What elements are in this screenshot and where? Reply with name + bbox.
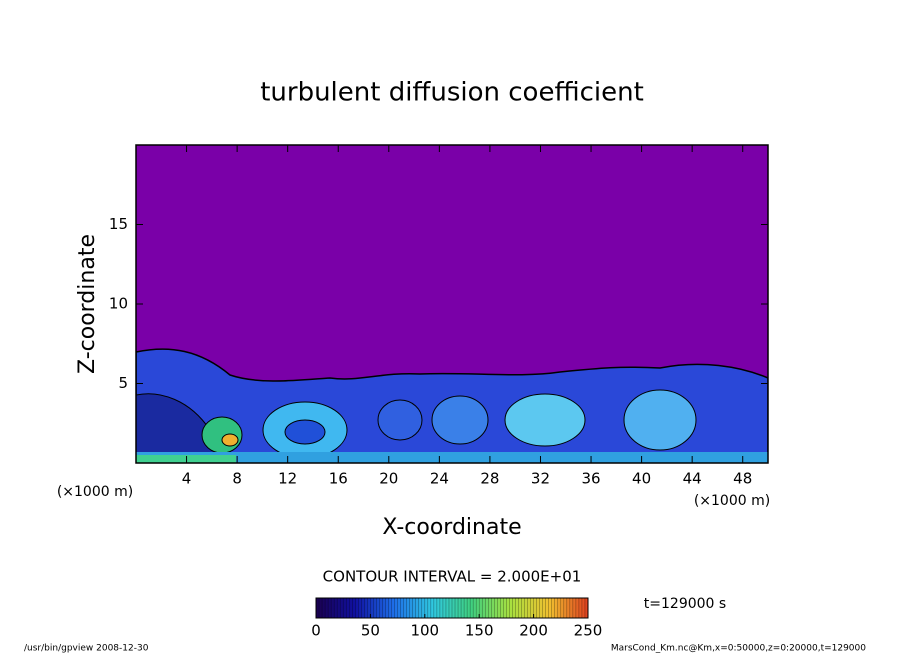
colorbar-tick-label: 50 xyxy=(361,622,380,640)
x-tick-label: 48 xyxy=(733,470,752,488)
eddy-core xyxy=(221,433,239,447)
x-tick-label: 20 xyxy=(379,470,398,488)
x-tick-label: 8 xyxy=(232,470,242,488)
x-tick-label: 32 xyxy=(531,470,550,488)
x-tick-label: 44 xyxy=(683,470,702,488)
surface-layer xyxy=(136,455,236,463)
y-unit: (×1000 m) xyxy=(57,484,133,500)
x-tick-label: 4 xyxy=(182,470,192,488)
x-tick-label: 28 xyxy=(480,470,499,488)
eddy-core xyxy=(284,419,326,445)
time-label: t=129000 s xyxy=(644,596,726,612)
colorbar-tick-label: 200 xyxy=(519,622,548,640)
colorbar-tick-label: 0 xyxy=(311,622,321,640)
footer-right: MarsCond_Km.nc@Km,x=0:50000,z=0:20000,t=… xyxy=(611,644,866,654)
colorbar-tick-label: 150 xyxy=(465,622,494,640)
eddy xyxy=(377,399,423,441)
eddy xyxy=(504,393,586,447)
colorbar-tick-label: 100 xyxy=(410,622,439,640)
y-tick-label: 5 xyxy=(118,374,128,392)
y-axis-label: Z-coordinate xyxy=(75,234,100,374)
x-unit: (×1000 m) xyxy=(694,493,770,509)
x-tick-label: 36 xyxy=(581,470,600,488)
x-tick-label: 16 xyxy=(329,470,348,488)
colorbar-tick-label: 250 xyxy=(574,622,603,640)
footer-left: /usr/bin/gpview 2008-12-30 xyxy=(24,644,149,654)
x-tick-label: 24 xyxy=(430,470,449,488)
turbulent-region xyxy=(136,348,768,463)
y-tick-label: 10 xyxy=(109,295,128,313)
contour-interval: CONTOUR INTERVAL = 2.000E+01 xyxy=(323,568,582,586)
x-axis-label: X-coordinate xyxy=(382,515,521,540)
x-tick-label: 12 xyxy=(278,470,297,488)
eddy xyxy=(201,416,243,454)
eddy xyxy=(431,395,489,445)
chart-title: turbulent diffusion coefficient xyxy=(260,78,644,108)
y-tick-label: 15 xyxy=(109,215,128,233)
x-tick-label: 40 xyxy=(632,470,651,488)
surface-layer xyxy=(136,452,768,463)
eddy xyxy=(623,389,697,451)
